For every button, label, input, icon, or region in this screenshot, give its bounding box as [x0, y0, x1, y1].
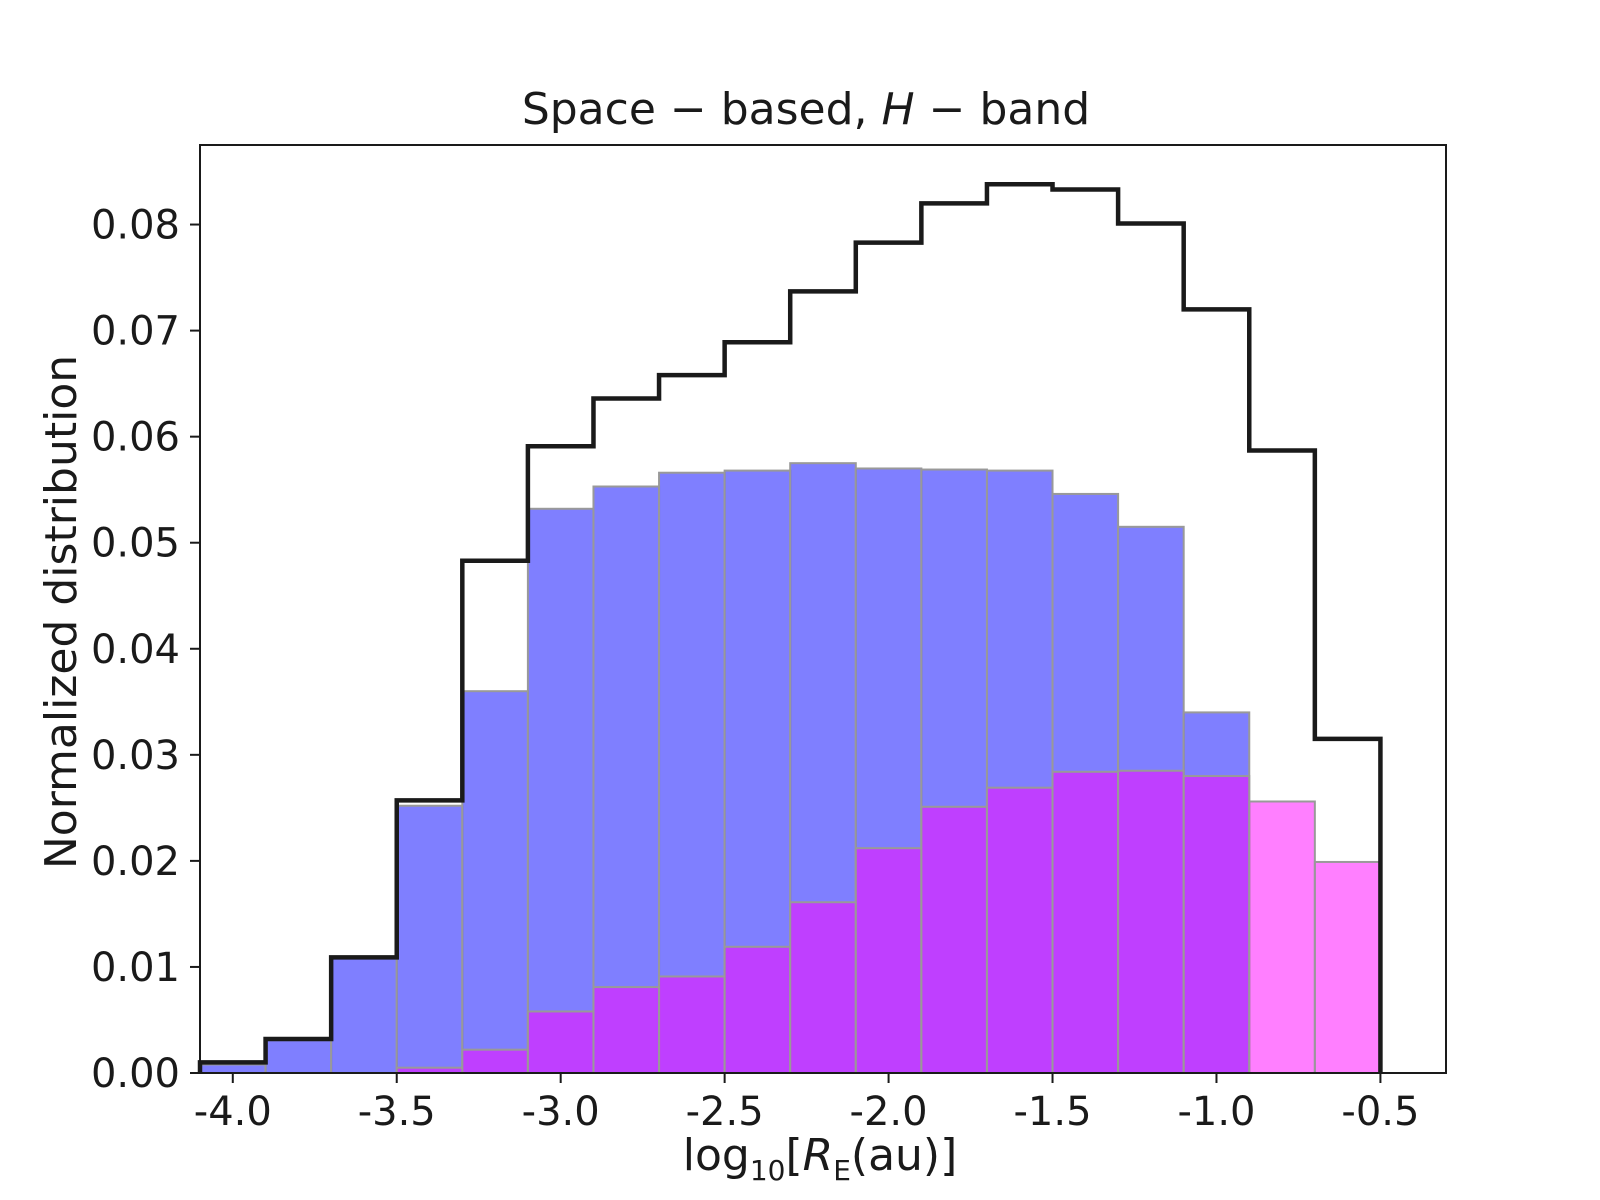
y-tick-label: 0.02 — [91, 839, 180, 885]
x-tick-label: -3.5 — [358, 1089, 436, 1135]
blue-bar-2 — [330, 957, 398, 1075]
magenta-bar-13 — [1051, 770, 1120, 1074]
x-tick-label: -2.0 — [850, 1089, 928, 1135]
y-tick-label: 0.07 — [91, 309, 180, 355]
x-tick-label: -0.5 — [1341, 1089, 1419, 1135]
y-axis-ticks: 0.00 0.01 0.02 0.03 0.04 0.05 0.06 0.07 0.08 — [91, 203, 200, 1097]
x-axis-label: log10[RE(au)] — [683, 1130, 958, 1187]
magenta-bar-5 — [526, 1010, 595, 1075]
y-tick-label: 0.08 — [91, 203, 180, 249]
total-step-series — [197, 181, 1383, 1073]
chart-title: Space − based, H − band — [522, 84, 1090, 135]
y-tick-label: 0.06 — [91, 415, 180, 461]
y-tick-label: 0.01 — [91, 945, 180, 991]
x-tick-label: -2.5 — [686, 1089, 764, 1135]
magenta-bar-6 — [592, 986, 661, 1074]
total-step-line — [197, 181, 1383, 1073]
y-tick-label: 0.00 — [91, 1051, 180, 1097]
y-tick-label: 0.03 — [91, 733, 180, 779]
magenta-bar-14 — [1117, 769, 1185, 1074]
x-tick-label: -3.0 — [522, 1089, 600, 1135]
x-tick-label: -1.5 — [1014, 1089, 1092, 1135]
magenta-bar-8 — [723, 945, 792, 1074]
blue-bar-4 — [461, 690, 529, 1074]
plot-frame — [199, 144, 1447, 1074]
blue-bar-5 — [526, 507, 595, 1074]
y-axis-label: Normalized distribution — [36, 355, 87, 869]
magenta-bar-4 — [461, 1048, 529, 1075]
blue-bar-6 — [592, 485, 661, 1074]
magenta-bar-10 — [854, 847, 923, 1075]
magenta-bar-15 — [1182, 775, 1251, 1074]
magenta-bar-7 — [658, 975, 726, 1074]
blue-bar-1 — [264, 1039, 333, 1075]
magenta-bar-12 — [985, 786, 1054, 1074]
y-tick-label: 0.05 — [91, 521, 180, 567]
magenta-bar-9 — [789, 901, 857, 1074]
blue-bar-7 — [658, 471, 726, 1075]
blue-bar-0 — [199, 1063, 267, 1074]
magenta-bar-11 — [920, 805, 988, 1074]
blue-bar-3 — [395, 804, 464, 1075]
x-tick-label: -4.0 — [194, 1089, 272, 1135]
y-tick-label: 0.04 — [91, 627, 180, 673]
x-tick-label: -1.0 — [1177, 1089, 1255, 1135]
x-axis-ticks: -4.0 -3.5 -3.0 -2.5 -2.0 -1.5 -1.0 -0.5 — [194, 1073, 1419, 1135]
magenta-bar-17 — [1313, 860, 1382, 1074]
magenta-bar-16 — [1248, 800, 1316, 1074]
